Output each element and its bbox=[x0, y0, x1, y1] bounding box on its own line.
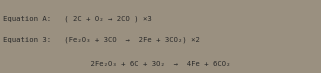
Text: Equation A:   ( 2C + O₂ → 2CO ) ×3: Equation A: ( 2C + O₂ → 2CO ) ×3 bbox=[3, 15, 152, 22]
Text: Equation 3:   (Fe₂O₃ + 3CO  →  2Fe + 3CO₂) ×2: Equation 3: (Fe₂O₃ + 3CO → 2Fe + 3CO₂) ×… bbox=[3, 37, 200, 43]
Text: 2Fe₂O₃ + 6C + 3O₂  →  4Fe + 6CO₂: 2Fe₂O₃ + 6C + 3O₂ → 4Fe + 6CO₂ bbox=[3, 61, 231, 67]
